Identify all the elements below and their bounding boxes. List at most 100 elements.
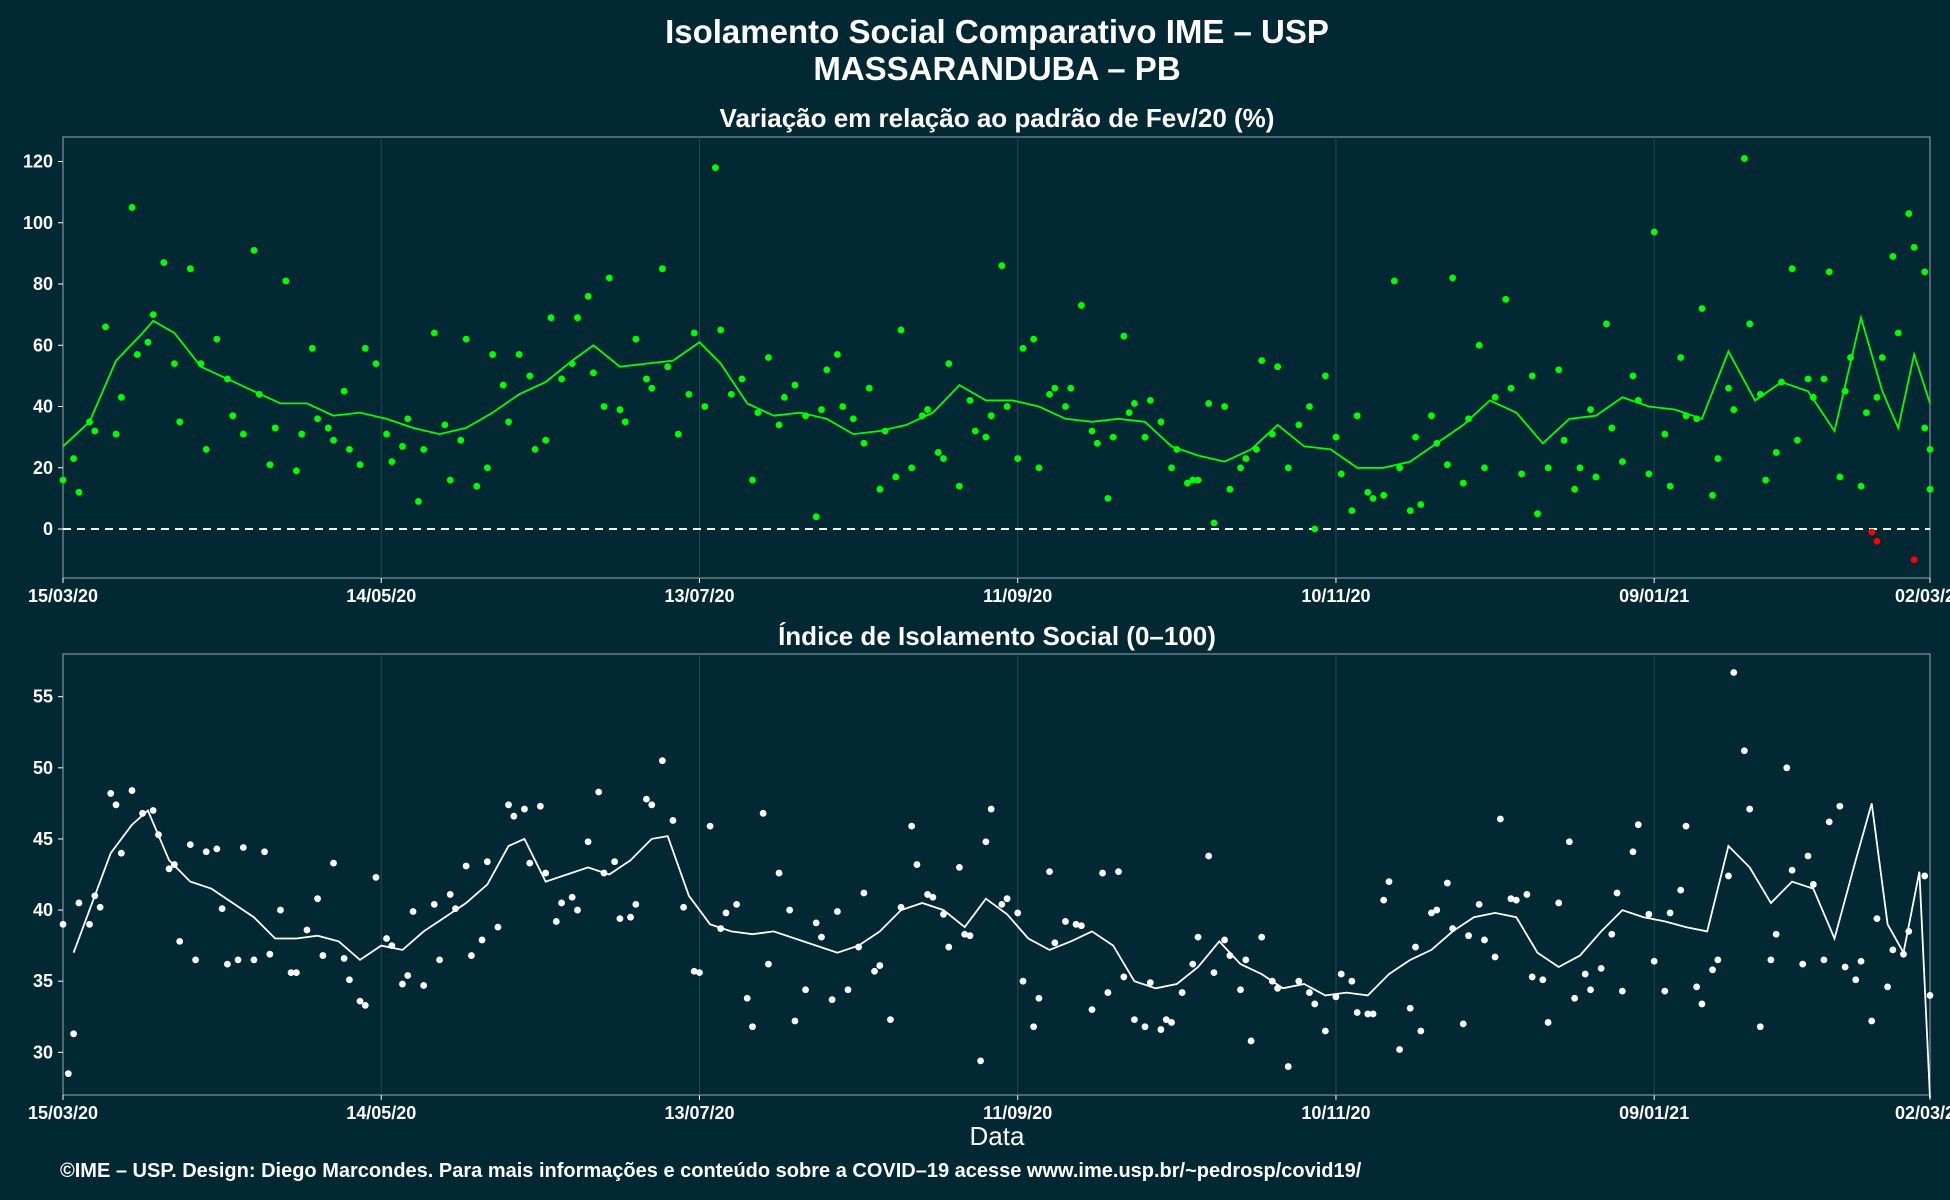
index-data-point (155, 831, 162, 839)
index-data-point (1788, 866, 1796, 874)
index-data-point (430, 900, 438, 908)
index-data-point (908, 822, 916, 830)
variation-xtick-label: 11/09/20 (983, 586, 1052, 606)
index-data-point (75, 899, 83, 907)
variation-data-point (526, 372, 534, 380)
variation-data-point (605, 274, 613, 282)
index-data-point (1921, 872, 1929, 880)
variation-data-point (754, 409, 762, 417)
variation-data-point (1878, 354, 1886, 361)
variation-data-point (982, 433, 990, 441)
index-data-point (1412, 943, 1419, 951)
variation-data-point (1428, 412, 1435, 420)
index-data-point (319, 952, 327, 959)
index-data-point (1481, 936, 1488, 944)
index-data-point (1396, 1046, 1404, 1053)
index-data-point (940, 910, 947, 918)
index-data-point (1459, 1020, 1467, 1028)
index-data-point (775, 869, 783, 877)
variation-data-point (271, 424, 279, 432)
index-data-point (648, 801, 656, 809)
index-data-point (139, 809, 146, 817)
index-data-point (1841, 963, 1849, 971)
variation-data-point (1184, 479, 1191, 487)
index-data-point (1772, 930, 1780, 938)
variation-data-point (356, 461, 364, 469)
index-data-point (1618, 987, 1626, 995)
variation-data-point (727, 390, 735, 398)
index-data-point (977, 1057, 984, 1065)
index-xtick-label: 09/01/21 (1619, 1103, 1689, 1123)
variation-data-point (160, 259, 168, 266)
variation-data-point (1226, 485, 1234, 493)
index-data-point (690, 967, 698, 975)
index-data-point (1337, 970, 1345, 978)
index-data-point (1740, 747, 1748, 755)
index-data-point (165, 865, 173, 873)
index-data-point (913, 861, 921, 868)
variation-data-point (547, 314, 555, 322)
index-data-point (1804, 852, 1812, 860)
variation-negative-point (1910, 556, 1918, 564)
index-data-point (542, 869, 550, 877)
variation-data-point (1353, 412, 1361, 420)
variation-data-point (75, 488, 83, 496)
variation-data-point (250, 246, 258, 254)
variation-data-point (860, 439, 868, 447)
variation-data-point (473, 482, 481, 490)
variation-data-point (1841, 387, 1849, 395)
variation-data-point (1380, 491, 1388, 499)
index-ytick-label: 55 (33, 687, 53, 707)
variation-ytick-label: 100 (23, 213, 53, 233)
index-data-point (812, 919, 820, 927)
index-data-point (1661, 987, 1669, 995)
index-data-point (680, 903, 687, 911)
index-data-point (1677, 886, 1685, 894)
index-data-point (1205, 852, 1213, 860)
index-data-point (1682, 822, 1690, 830)
variation-data-point (775, 421, 783, 429)
index-data-point (669, 817, 677, 824)
index-data-point (966, 932, 974, 940)
index-data-point (1756, 1023, 1764, 1031)
index-data-point (1868, 1017, 1876, 1025)
variation-data-point (1003, 403, 1011, 410)
index-data-point (1046, 868, 1053, 876)
index-data-point (1194, 933, 1202, 941)
index-data-point (1767, 956, 1775, 964)
index-data-point (59, 920, 67, 928)
variation-data-point (1629, 372, 1637, 380)
index-data-point (510, 812, 518, 820)
index-data-point (340, 955, 348, 962)
index-data-point (982, 838, 990, 846)
variation-data-point (1274, 363, 1282, 371)
index-data-point (404, 972, 412, 979)
index-data-point (330, 859, 337, 867)
variation-data-point (1157, 418, 1165, 426)
variation-data-point (86, 418, 93, 426)
index-data-point (218, 905, 226, 913)
index-data-point (1629, 848, 1637, 856)
index-data-point (945, 943, 953, 951)
variation-data-point (1465, 415, 1472, 423)
index-data-point (1491, 953, 1499, 961)
variation-data-point (1555, 366, 1563, 374)
index-data-point (887, 1016, 894, 1024)
variation-data-point (1772, 449, 1780, 456)
index-data-point (1783, 764, 1791, 772)
index-data-point (1475, 900, 1483, 908)
variation-data-point (1666, 482, 1674, 490)
variation-data-point (1369, 494, 1377, 502)
index-data-point (1226, 952, 1234, 959)
index-data-point (1210, 969, 1218, 977)
variation-data-point (340, 387, 348, 395)
variation-data-point (1417, 501, 1425, 508)
variation-data-point (876, 485, 884, 493)
variation-data-point (1109, 433, 1117, 441)
variation-data-point (1762, 476, 1769, 484)
index-data-point (1820, 956, 1828, 964)
index-data-point (876, 962, 884, 969)
index-data-point (361, 1001, 369, 1009)
variation-data-point (399, 442, 406, 450)
